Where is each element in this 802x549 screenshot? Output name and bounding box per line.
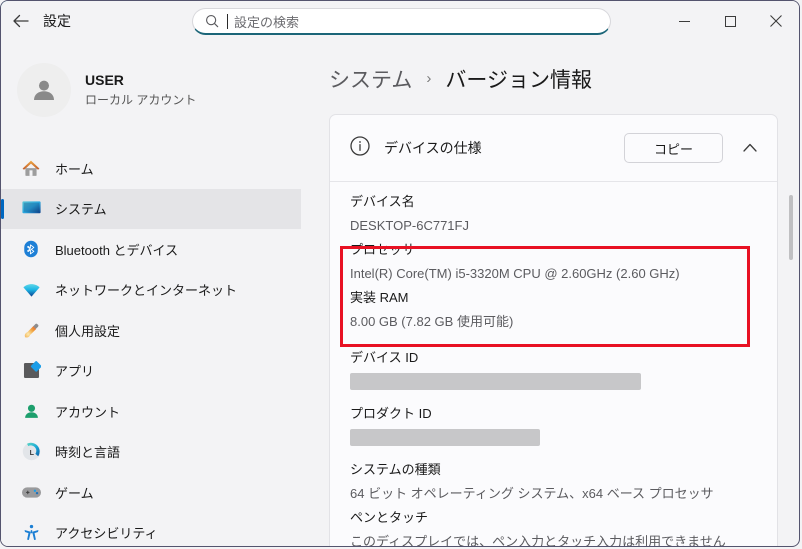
svg-text:L: L <box>29 449 34 457</box>
